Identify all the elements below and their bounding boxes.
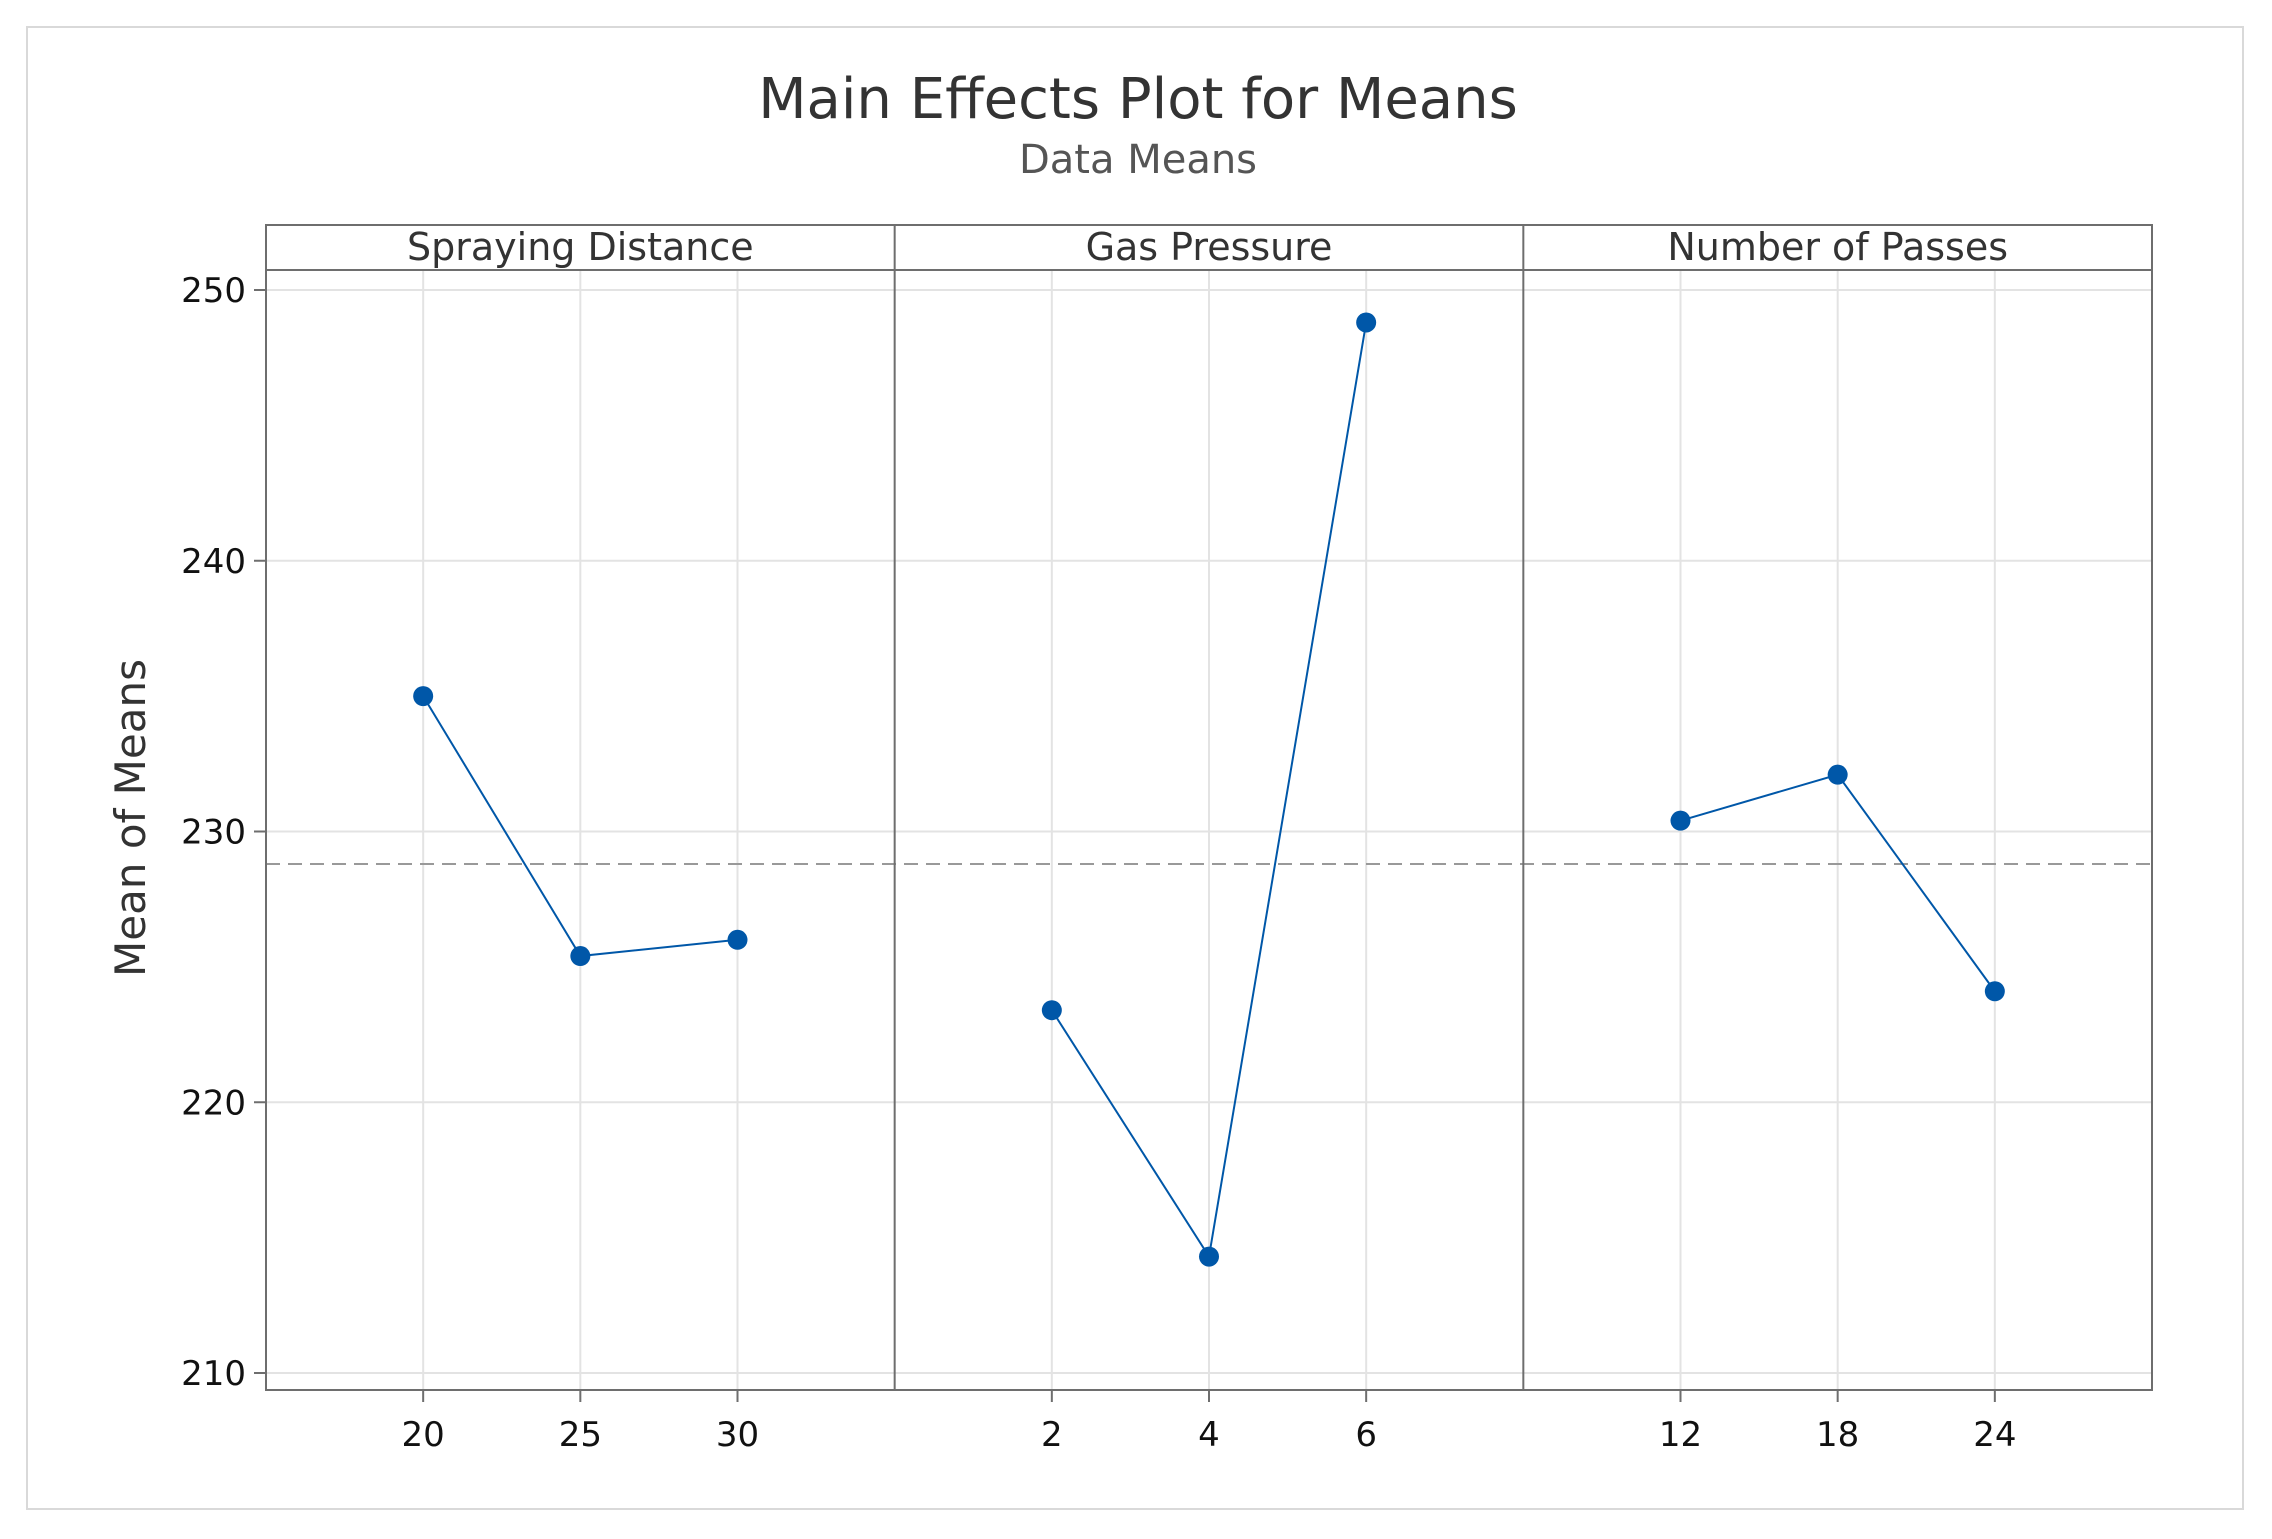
data-point [1199,1247,1219,1267]
x-tick-label: 12 [1659,1415,1702,1455]
y-tick-label: 220 [181,1083,246,1123]
y-tick-label: 230 [181,813,246,853]
data-point [728,930,748,950]
y-axis-label: Mean of Means [106,659,155,977]
data-point [1356,312,1376,332]
data-point [413,686,433,706]
x-tick-label: 6 [1355,1415,1377,1455]
x-tick-label: 4 [1198,1415,1220,1455]
data-point [1828,765,1848,785]
data-point [1985,981,2005,1001]
panel-label: Spraying Distance [407,225,754,269]
y-tick-label: 210 [181,1354,246,1394]
panel-label: Gas Pressure [1086,225,1333,269]
x-tick-label: 18 [1816,1415,1859,1455]
main-effects-chart: Main Effects Plot for Means Data Means M… [0,0,2272,1539]
chart-subtitle: Data Means [1019,137,1257,183]
panel-label: Number of Passes [1667,225,2008,269]
data-point [570,946,590,966]
y-tick-label: 250 [181,271,246,311]
x-tick-label: 24 [1973,1415,2016,1455]
x-tick-label: 30 [716,1415,759,1455]
x-tick-label: 20 [402,1415,445,1455]
x-tick-label: 25 [559,1415,602,1455]
y-tick-label: 240 [181,542,246,582]
chart-title: Main Effects Plot for Means [758,67,1518,132]
x-tick-label: 2 [1041,1415,1063,1455]
data-point [1042,1000,1062,1020]
data-point [1671,811,1691,831]
